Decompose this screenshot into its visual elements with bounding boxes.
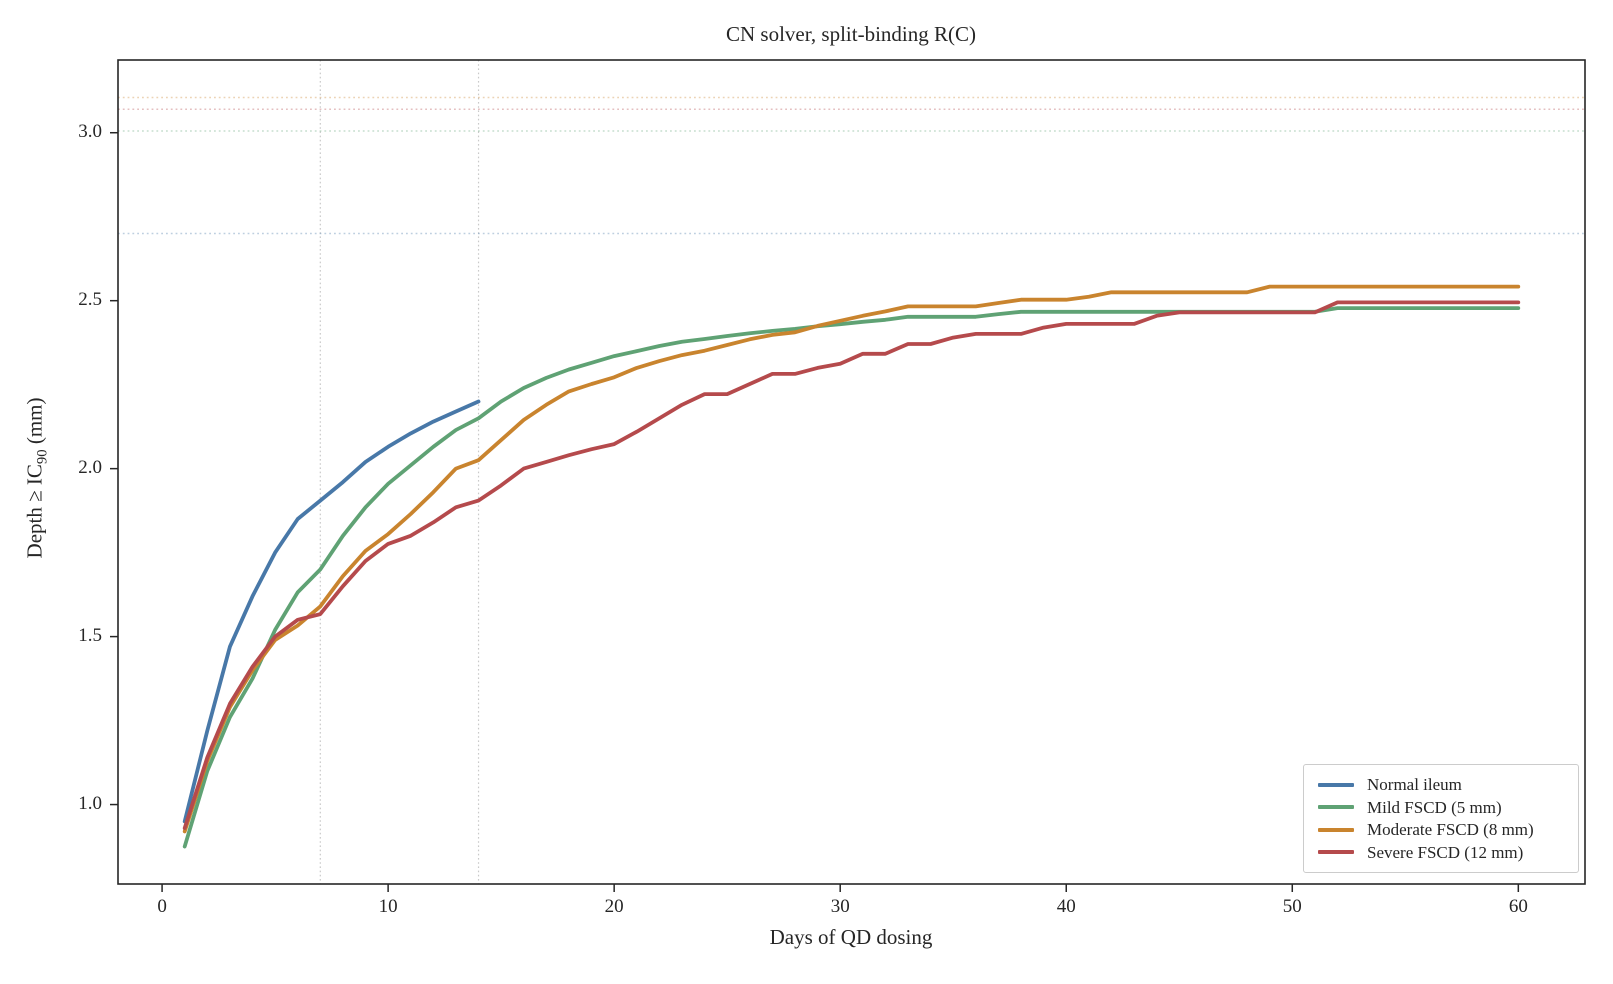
- legend-label: Mild FSCD (5 mm): [1367, 797, 1502, 817]
- legend-label: Normal ileum: [1367, 775, 1462, 794]
- legend: Normal ileum Mild FSCD (5 mm) Moderate FSC…: [1303, 764, 1579, 873]
- legend-swatch-normal-ileum: [1318, 782, 1354, 787]
- x-tick-label-60: 60: [1508, 896, 1528, 917]
- y-tick-label-2.0: 2.0: [78, 456, 102, 478]
- legend-label: Severe FSCD (12 mm): [1367, 842, 1524, 862]
- legend-item-mild-fscd-5-mm: Mild FSCD (5 mm): [1318, 799, 1564, 816]
- x-tick-label-50: 50: [1282, 896, 1302, 917]
- legend-swatch-severe-fscd-12-mm: [1318, 850, 1354, 855]
- x-tick-label-30: 30: [830, 896, 850, 917]
- y-tick-label-1.5: 1.5: [78, 624, 102, 646]
- series-line-moderate-fscd-8-mm: [182, 284, 1521, 834]
- x-tick-label-0: 0: [157, 896, 167, 917]
- x-tick-label-20: 20: [604, 896, 624, 917]
- legend-item-severe-fscd-12-mm: Severe FSCD (12 mm): [1318, 844, 1564, 861]
- series-line-normal-ileum: [182, 399, 481, 824]
- legend-label: Moderate FSCD (8 mm): [1367, 820, 1534, 840]
- x-axis-label: Days of QD dosing: [769, 925, 933, 949]
- series-line-severe-fscd-12-mm: [182, 300, 1521, 830]
- x-tick-label-40: 40: [1056, 896, 1076, 917]
- y-tick-label-1.0: 1.0: [78, 792, 102, 814]
- y-tick-label-2.5: 2.5: [78, 288, 102, 310]
- legend-swatch-moderate-fscd-8-mm: [1318, 827, 1354, 832]
- legend-item-moderate-fscd-8-mm: Moderate FSCD (8 mm): [1318, 821, 1564, 838]
- axes-frame: [117, 59, 1586, 885]
- y-axis-label-suffix: (mm): [22, 397, 47, 450]
- chart-title: CN solver, split-binding R(C): [726, 22, 976, 46]
- x-tick-label-10: 10: [378, 896, 398, 917]
- y-tick-label-3.0: 3.0: [78, 120, 102, 142]
- legend-item-normal-ileum: Normal ileum: [1318, 776, 1564, 793]
- legend-swatch-mild-fscd-5-mm: [1318, 805, 1354, 810]
